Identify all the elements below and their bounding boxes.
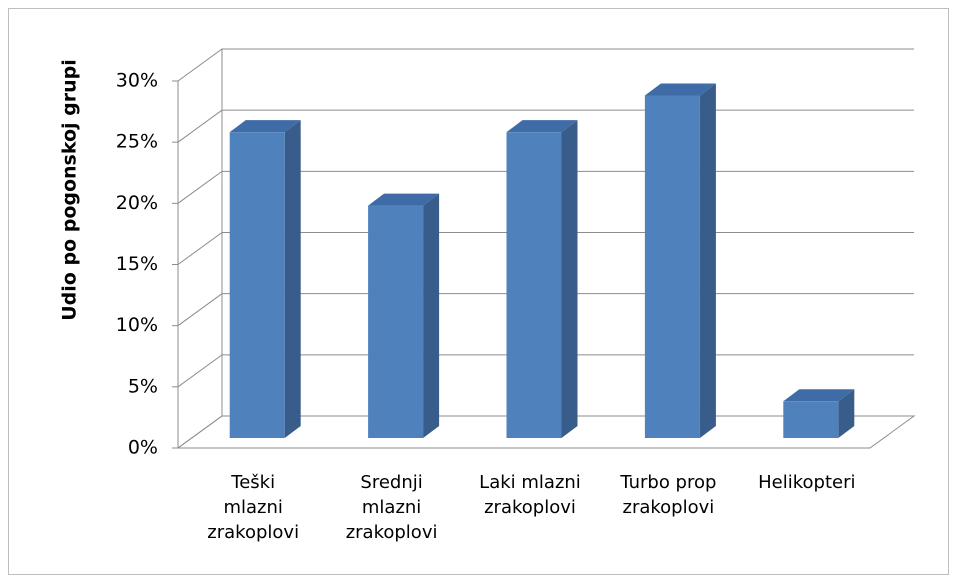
grid-line: [177, 48, 914, 82]
bar: [229, 132, 285, 438]
y-tick-label: 25%: [116, 131, 158, 153]
bar-side: [699, 83, 716, 438]
x-tick-label: Teški mlazni zrakoplovi: [207, 472, 300, 543]
y-tick-label: 15%: [116, 253, 158, 275]
bar-side: [838, 389, 855, 438]
bar: [644, 95, 700, 438]
bar: [368, 205, 424, 438]
y-tick-label: 20%: [116, 192, 158, 214]
bar-side: [284, 120, 301, 439]
x-tick-label: Helikopteri: [758, 472, 856, 493]
bar-side: [423, 193, 440, 438]
bar-top: [644, 83, 716, 96]
chart-border: [8, 8, 949, 575]
bar-top: [229, 120, 301, 133]
y-tick-label: 30%: [116, 70, 158, 92]
bar-top: [506, 120, 578, 133]
x-tick-label: Laki mlazni zrakoplovi: [479, 472, 581, 518]
bar-top: [783, 389, 855, 402]
bar: [783, 401, 839, 438]
bar-side: [561, 120, 578, 439]
y-tick-label: 5%: [128, 375, 158, 397]
y-axis-title: Udio po pogonskoj grupi: [59, 59, 81, 321]
y-tick-label: 0%: [128, 437, 158, 459]
x-tick-label: Turbo prop zrakoplovi: [620, 472, 717, 518]
bar-top: [368, 193, 440, 206]
bar: [506, 132, 562, 438]
y-tick-label: 10%: [116, 314, 158, 336]
x-tick-label: Srednji mlazni zrakoplovi: [345, 472, 438, 543]
